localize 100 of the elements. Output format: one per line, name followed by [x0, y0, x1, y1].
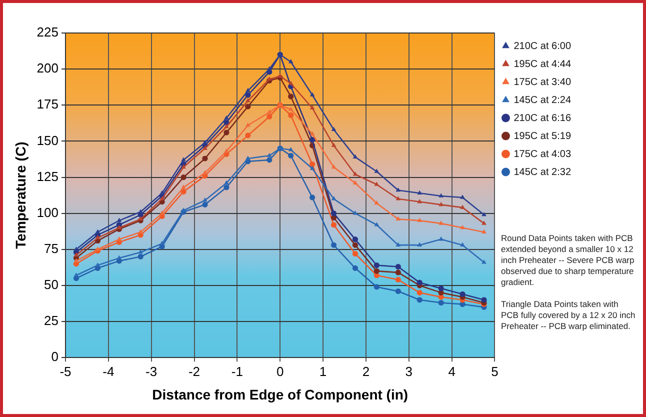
point [310, 166, 315, 170]
point [396, 187, 401, 192]
x-tick-label: 0 [276, 364, 284, 379]
point [374, 182, 380, 186]
legend-label: 195C at 5:19 [514, 130, 572, 142]
point [438, 300, 444, 306]
text: Round Data Points taken with PCB extended beyond a smaller 10 x 12 inch Preheater -- Severe PCB warp observed due to sharp temperature gradient. [501, 233, 636, 288]
x-tick-label: -3 [146, 364, 158, 379]
point [352, 210, 358, 215]
point [202, 146, 208, 150]
point [438, 202, 444, 206]
point [224, 180, 229, 184]
x-tick-label: 3 [405, 364, 413, 379]
point [181, 157, 186, 162]
point [330, 210, 337, 216]
x-tick-label: 1 [319, 364, 327, 379]
point [310, 161, 316, 168]
point [224, 124, 229, 128]
point [460, 194, 465, 199]
point [245, 88, 250, 92]
point [245, 104, 251, 110]
point [160, 196, 164, 200]
point [245, 132, 251, 138]
point [288, 147, 294, 152]
text: Triangle Data Points taken with PCB fully covered by a 12 x 20 inch Preheater -- PCB warp eliminated. [501, 299, 636, 332]
point [310, 131, 315, 136]
point [245, 156, 250, 160]
y-tick-label: 125 [36, 168, 58, 184]
point [416, 280, 422, 286]
point [416, 290, 422, 296]
point [288, 59, 294, 64]
point [460, 224, 465, 230]
point [266, 114, 272, 120]
y-tick-label: 175 [36, 96, 58, 112]
point [288, 94, 294, 100]
x-tick-label: -5 [60, 364, 72, 379]
point [160, 190, 164, 195]
y-tick-label: 75 [44, 240, 58, 256]
point [395, 264, 401, 270]
point [245, 98, 250, 102]
point [374, 268, 380, 274]
point [138, 254, 144, 260]
point [482, 220, 486, 225]
point [181, 208, 186, 212]
point [460, 242, 465, 246]
legend-label: 195C at 4:44 [514, 58, 572, 70]
point [396, 216, 401, 221]
y-tick-label: 50 [44, 277, 58, 292]
point [181, 184, 186, 189]
point [460, 204, 465, 209]
point [331, 164, 336, 169]
point [395, 276, 401, 282]
point [95, 229, 100, 234]
x-axis-title: Distance from Edge of Component (in) [152, 386, 408, 402]
point [160, 240, 164, 246]
y-tick-label: 0 [51, 349, 58, 364]
point [331, 142, 336, 147]
point [180, 174, 186, 180]
point [116, 218, 122, 222]
point [266, 76, 272, 81]
legend-label: 210C at 6:16 [514, 112, 572, 124]
point [202, 202, 208, 208]
point [288, 152, 294, 158]
x-tick-label: -1 [231, 364, 243, 379]
point [438, 286, 444, 292]
point [330, 242, 337, 248]
point [395, 270, 401, 276]
point [352, 250, 358, 257]
y-tick-label: 25 [44, 313, 58, 328]
point [95, 235, 100, 240]
point [438, 220, 444, 225]
point [310, 92, 315, 96]
point [266, 157, 272, 163]
point [180, 188, 186, 194]
point [74, 272, 79, 277]
point [224, 115, 229, 120]
point [417, 242, 422, 246]
legend-label: 210C at 6:00 [514, 40, 572, 52]
point [74, 258, 79, 262]
legend-label: 145C at 2:32 [514, 166, 572, 178]
point [417, 190, 422, 195]
y-tick-label: 100 [36, 204, 58, 220]
x-tick-label: 2 [362, 364, 370, 379]
y-axis-title: Temperature (C) [12, 142, 28, 249]
point [224, 184, 230, 190]
point [288, 112, 294, 118]
point [310, 105, 315, 110]
point [482, 260, 486, 264]
point [138, 249, 144, 254]
point [74, 246, 79, 251]
point [396, 196, 401, 200]
point [352, 154, 358, 158]
y-tick-label: 150 [36, 132, 58, 148]
point [310, 194, 316, 200]
point [331, 126, 336, 132]
point [460, 291, 466, 297]
point [352, 236, 358, 242]
point [330, 222, 337, 228]
legend-label: 145C at 2:24 [514, 94, 572, 106]
point [288, 106, 294, 111]
